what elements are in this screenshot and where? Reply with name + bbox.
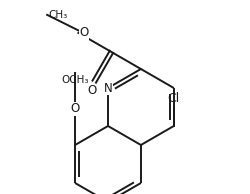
Text: OCH₃: OCH₃ <box>61 75 89 85</box>
Text: O: O <box>70 102 80 115</box>
Text: O: O <box>88 84 97 97</box>
Text: Cl: Cl <box>168 92 180 105</box>
Text: N: N <box>104 81 112 94</box>
Text: O: O <box>80 26 89 39</box>
Text: CH₃: CH₃ <box>48 10 67 20</box>
